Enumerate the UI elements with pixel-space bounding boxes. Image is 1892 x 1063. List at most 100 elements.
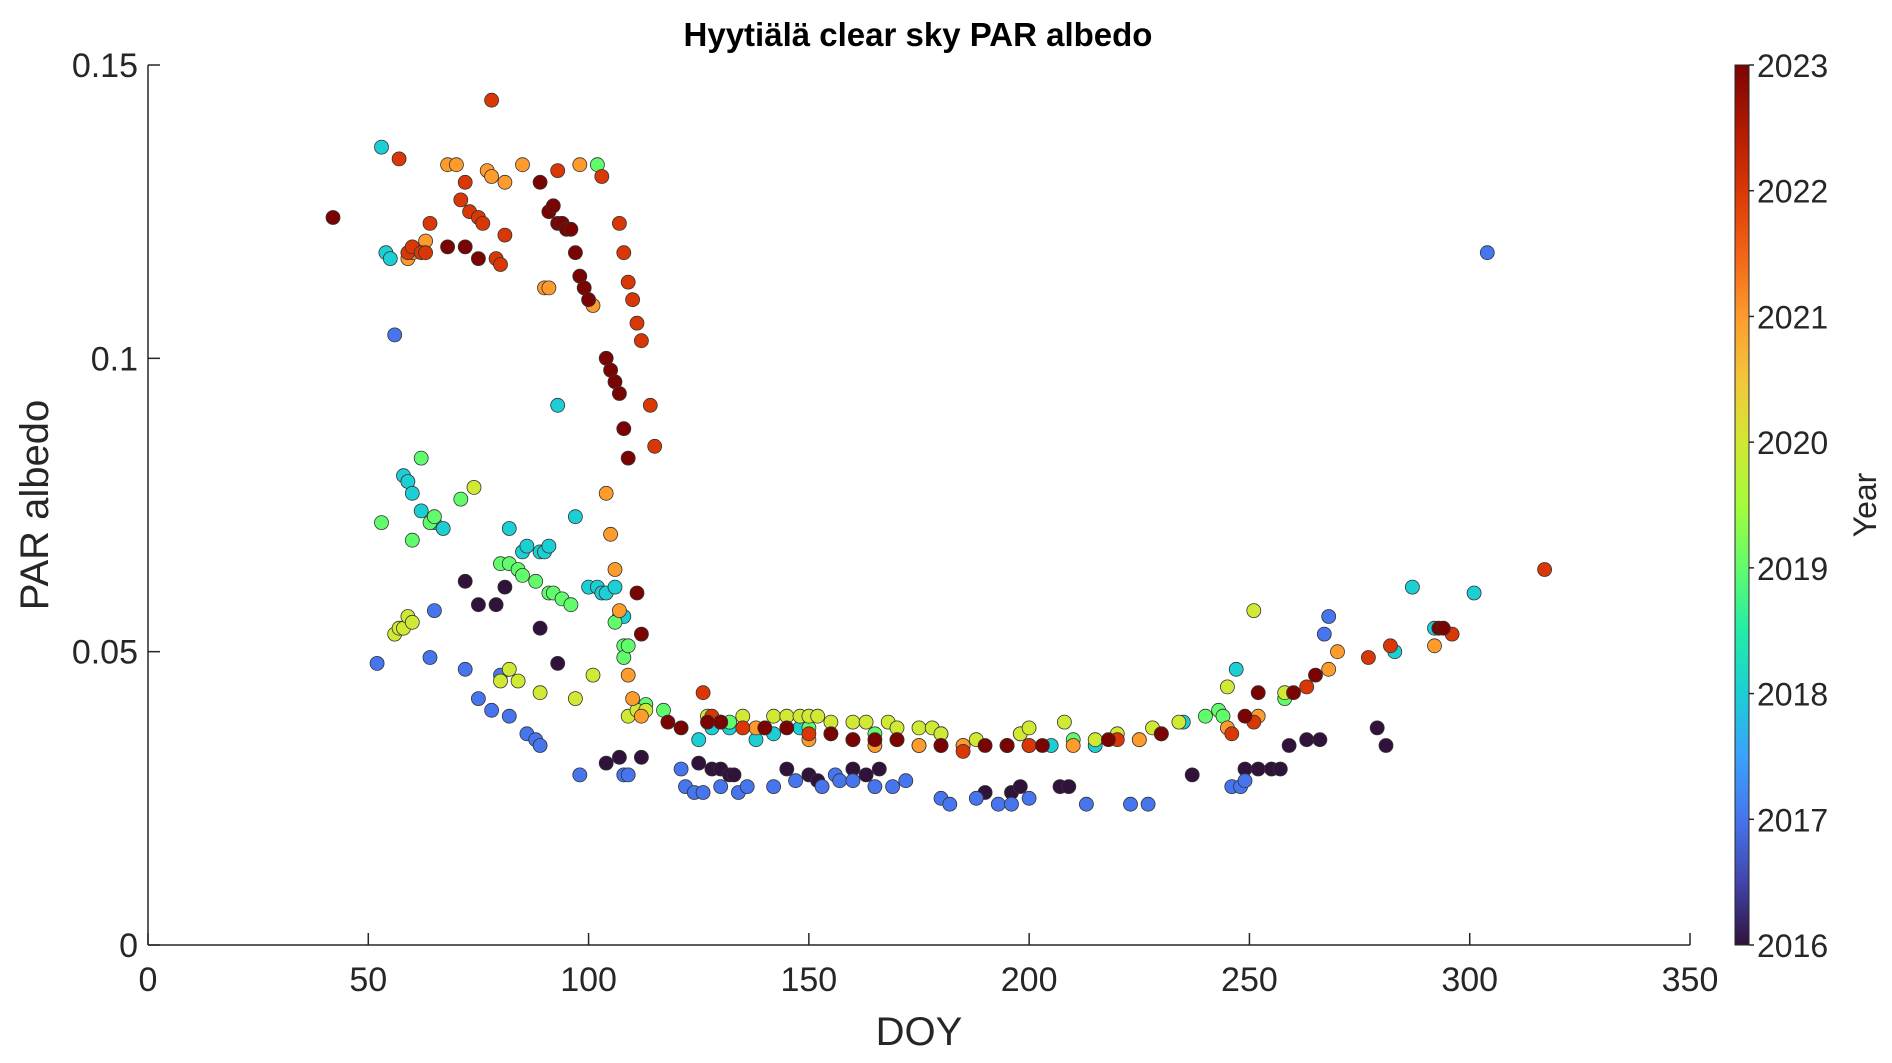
data-point (1184, 767, 1200, 783)
x-tick-label: 250 (1221, 961, 1278, 999)
data-point (440, 239, 456, 255)
data-point (426, 603, 442, 618)
data-point (532, 738, 548, 753)
colorbar-title: Year (1847, 472, 1883, 537)
data-point (563, 221, 579, 237)
y-tick-label: 0.05 (72, 634, 138, 672)
data-point (977, 738, 993, 753)
data-point (470, 691, 486, 706)
data-point (550, 163, 566, 179)
data-point (889, 732, 905, 748)
data-point (1312, 732, 1328, 748)
data-point (470, 251, 486, 267)
data-points (325, 92, 1552, 812)
data-point (1237, 708, 1253, 724)
colorbar-tick-label: 2022 (1757, 174, 1828, 210)
data-point (695, 785, 711, 800)
x-tick-label: 200 (1001, 961, 1058, 999)
data-point (510, 673, 526, 689)
data-point (612, 749, 627, 765)
data-point (457, 174, 473, 190)
y-tick-label: 0.1 (91, 340, 138, 378)
data-point (1079, 796, 1094, 812)
data-point (484, 702, 500, 718)
colorbar: 2016 2017 2018 2019 2020 2021 2022 2023 Year (1734, 48, 1883, 964)
data-point (1004, 796, 1019, 812)
data-point (519, 538, 535, 554)
x-tick-label: 350 (1662, 961, 1719, 999)
data-point (550, 397, 566, 413)
data-point (612, 215, 627, 231)
data-point (1330, 644, 1345, 660)
colorbar-tick-label: 2016 (1757, 928, 1828, 964)
data-point (660, 714, 676, 730)
data-point (1087, 732, 1103, 748)
data-point (418, 245, 434, 261)
data-point (581, 292, 596, 308)
data-point (1237, 773, 1253, 789)
colorbar-tick-label: 2019 (1757, 551, 1828, 587)
data-point (515, 157, 530, 173)
data-point (1281, 738, 1297, 753)
data-point (625, 691, 640, 706)
plot-area: 0 50 100 150 200 250 300 350 0 0.05 0.1 0.15 (72, 47, 1719, 999)
data-point (1021, 790, 1037, 806)
data-point (1321, 661, 1337, 677)
data-point (1061, 779, 1077, 794)
data-point (1250, 761, 1266, 777)
data-point (1466, 585, 1482, 601)
x-tick-label: 100 (560, 961, 617, 999)
data-point (501, 661, 517, 677)
data-point (933, 738, 949, 753)
data-point (1171, 714, 1187, 730)
data-point (1101, 732, 1116, 748)
data-point (457, 661, 473, 677)
data-point (1299, 732, 1315, 748)
data-point (484, 169, 500, 184)
data-point (726, 767, 742, 783)
data-point (1246, 603, 1262, 618)
data-point (968, 790, 984, 806)
data-point (999, 738, 1015, 753)
data-point (867, 779, 883, 794)
data-point (620, 667, 636, 683)
data-point (1131, 732, 1147, 748)
data-point (1286, 685, 1301, 701)
data-point (1321, 609, 1337, 624)
data-point (735, 720, 751, 736)
data-point (1123, 796, 1138, 812)
data-point (497, 579, 513, 595)
data-point (404, 532, 420, 548)
colorbar-tick-label: 2021 (1757, 299, 1828, 335)
y-axis-title: PAR albedo (13, 400, 57, 611)
data-point (568, 691, 583, 706)
data-point (625, 292, 640, 308)
data-point (453, 192, 469, 208)
data-point (990, 796, 1006, 812)
data-point (325, 210, 341, 225)
data-point (369, 656, 385, 671)
data-point (497, 227, 513, 243)
data-point (673, 720, 689, 736)
data-point (488, 597, 504, 613)
y-tick-label: 0 (119, 927, 138, 965)
data-point (845, 732, 861, 748)
data-point (1378, 738, 1394, 753)
data-point (426, 509, 442, 525)
data-point (832, 773, 848, 789)
data-point (1153, 726, 1169, 742)
chart-title: Hyytiälä clear sky PAR albedo (684, 16, 1153, 53)
data-point (1035, 738, 1050, 753)
data-point (607, 562, 623, 577)
x-axis-title: DOY (876, 1010, 963, 1054)
colorbar-ticks: 2016 2017 2018 2019 2020 2021 2022 2023 (1749, 48, 1828, 964)
data-point (616, 421, 632, 437)
data-point (572, 767, 588, 783)
data-point (387, 327, 403, 343)
data-point (691, 732, 707, 748)
data-point (422, 650, 438, 665)
data-point (634, 333, 649, 349)
data-point (391, 151, 407, 167)
data-point (616, 245, 632, 261)
data-point (550, 656, 566, 671)
